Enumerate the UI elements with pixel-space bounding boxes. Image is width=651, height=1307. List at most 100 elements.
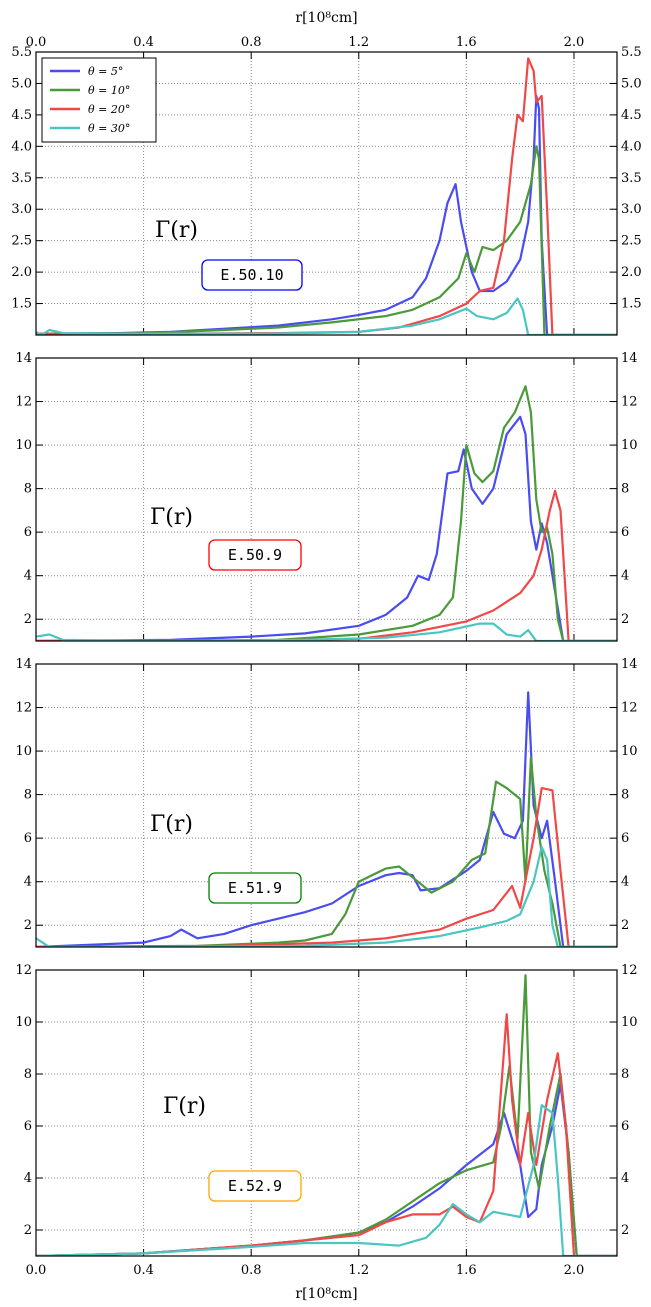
panel-1-ytick-label-right: 5.0 [621,76,642,91]
bottom-xtick-label: 0.4 [133,1263,154,1278]
panel-1-ytick-label-right: 5.5 [621,45,642,60]
panel-2-series-theta-2-line [36,385,617,641]
panel-3-ytick-label-right: 12 [621,701,638,716]
bottom-xtick-label: 0.0 [26,1263,47,1278]
panel-1-ytick-label-left: 3.5 [11,171,32,186]
panel-4-run-label-box [208,1170,302,1202]
panel-3-ytick-label-left: 6 [24,831,32,846]
panel-3-ytick-label-right: 8 [621,788,629,803]
panel-4-ytick-label-left: 4 [24,1171,32,1186]
legend-label-1: θ = 5° [88,65,123,78]
panel-2-ytick-label-right: 4 [621,569,629,584]
panel-3-run-label-box [208,872,302,904]
panel-1-ytick-label-left: 1.5 [11,297,32,312]
panel-1-ytick-label-left: 4.5 [11,108,32,123]
bottom-xtick-label: 1.6 [456,1263,477,1278]
panel-4-ytick-label-right: 12 [621,963,638,978]
panel-3-frame [35,663,618,948]
panel-4-ytick-label-left: 2 [24,1223,32,1238]
panel-3-ytick-label-right: 10 [621,744,638,759]
panel-4-run-label: E.52.9 [228,1177,282,1195]
panel-2-ytick-label-left: 6 [24,525,32,540]
panel-4-frame [35,969,618,1257]
bottom-xtick-label: 0.8 [241,1263,262,1278]
bottom-xtick-label: 2.0 [564,1263,585,1278]
panel-4-ytick-label-right: 6 [621,1119,629,1134]
top-xtick-label: 2.0 [564,35,585,50]
panel-4-gamma-label: Γ(r) [163,1094,206,1119]
panel-4-ytick-label-left: 6 [24,1119,32,1134]
panel-1-series-theta-2-line [36,145,617,335]
panel-3-ytick-label-right: 4 [621,875,629,890]
panel-1-ytick-label-right: 4.0 [621,139,642,154]
panel-3-ytick-label-left: 2 [24,918,32,933]
panel-1-ytick-label-right: 2.5 [621,234,642,249]
panel-3-ytick-label-left: 14 [15,657,32,672]
panel-1-ytick-label-left: 2.0 [11,265,32,280]
panel-4-series-theta-4-line [36,1104,617,1256]
panel-1-gamma-label: Γ(r) [155,218,198,243]
panel-1-ytick-label-left: 3.0 [11,202,32,217]
top-xtick-label: 0.8 [241,35,262,50]
panel-4-ytick-label-left: 12 [15,963,32,978]
panel-3-series-theta-3-line [36,787,617,947]
panel-2-ytick-label-left: 10 [15,438,32,453]
panel-1-ytick-label-left: 5.5 [11,45,32,60]
legend-label-3: θ = 20° [88,103,130,116]
legend-label-2: θ = 10° [88,84,130,97]
top-x-axis-label: r[10⁸cm] [295,10,357,26]
panel-4-ytick-label-right: 4 [621,1171,629,1186]
panel-2-ytick-label-left: 8 [24,482,32,497]
panel-1-frame [35,51,618,336]
panel-4-ytick-label-right: 2 [621,1223,629,1238]
panel-2-ytick-label-right: 12 [621,395,638,410]
legend-label-4: θ = 30° [88,122,130,135]
panel-2-series-theta-3-line [36,489,617,641]
panel-2-ytick-label-left: 12 [15,395,32,410]
panel-4-ytick-label-right: 8 [621,1067,629,1082]
panel-4-ytick-label-left: 10 [15,1015,32,1030]
panel-1-ytick-label-right: 3.0 [621,202,642,217]
panel-1-run-label: E.50.10 [220,266,283,284]
top-xtick-label: 0.0 [26,35,47,50]
panel-1-run-label-box [201,259,303,291]
panel-2-ytick-label-right: 6 [621,525,629,540]
bottom-x-axis-label: r[10⁸cm] [295,1286,357,1302]
panel-4-series-theta-3-line [36,1013,617,1256]
panel-3-ytick-label-right: 2 [621,918,629,933]
panel-2-ytick-label-right: 10 [621,438,638,453]
panel-3-series-theta-2-line [36,756,617,947]
panel-3-ytick-label-left: 12 [15,701,32,716]
panel-3-ytick-label-right: 6 [621,831,629,846]
panel-4-ytick-label-left: 8 [24,1067,32,1082]
panel-2-ytick-label-left: 2 [24,612,32,627]
panel-1-series-theta-1-line [36,94,617,335]
panel-3-ytick-label-left: 4 [24,875,32,890]
panel-1-ytick-label-left: 5.0 [11,76,32,91]
panel-2-ytick-label-left: 14 [15,351,32,366]
panel-3-gamma-label: Γ(r) [150,812,193,837]
bottom-xtick-label: 1.2 [348,1263,369,1278]
panel-3-ytick-label-left: 10 [15,744,32,759]
panel-1-ytick-label-right: 4.5 [621,108,642,123]
panel-2-run-label: E.50.9 [228,546,282,564]
top-xtick-label: 0.4 [133,35,154,50]
panel-1-ytick-label-left: 2.5 [11,234,32,249]
panel-2-series-theta-4-line [36,622,617,641]
panel-2-ytick-label-right: 2 [621,612,629,627]
panel-2-ytick-label-right: 14 [621,351,638,366]
top-xtick-label: 1.6 [456,35,477,50]
panel-2-ytick-label-right: 8 [621,482,629,497]
panel-1-ytick-label-right: 2.0 [621,265,642,280]
panel-3-ytick-label-left: 8 [24,788,32,803]
panel-3-run-label: E.51.9 [228,879,282,897]
panel-1-ytick-label-left: 4.0 [11,139,32,154]
panel-4-ytick-label-right: 10 [621,1015,638,1030]
panel-2-ytick-label-left: 4 [24,569,32,584]
panel-1-ytick-label-right: 1.5 [621,297,642,312]
panel-2-gamma-label: Γ(r) [150,505,193,530]
panel-1-series-theta-4-line [36,297,617,335]
panel-4-plot-area [36,970,617,1256]
top-xtick-label: 1.2 [348,35,369,50]
